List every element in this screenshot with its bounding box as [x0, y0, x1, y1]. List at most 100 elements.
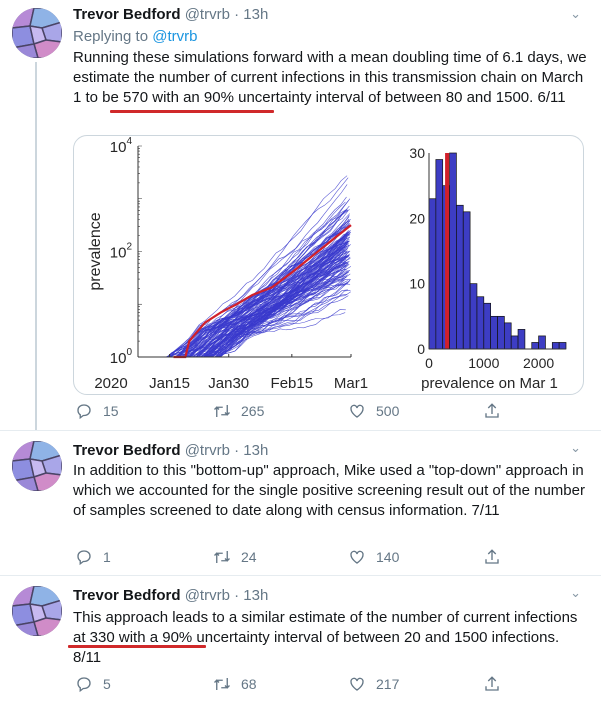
- share-button[interactable]: [483, 402, 501, 420]
- tweet-text: Running these simulations forward with a…: [73, 49, 587, 106]
- x-tick-label: Jan30: [208, 375, 249, 392]
- tweet[interactable]: Trevor Bedford @trvrb · 13h ⌄ Replying t…: [0, 0, 601, 431]
- heart-icon: [350, 404, 364, 418]
- simulation-line: [205, 279, 346, 358]
- simulation-line: [168, 209, 350, 358]
- reply-button[interactable]: 1: [75, 548, 111, 566]
- histogram-bar: [476, 296, 485, 350]
- retweet-button[interactable]: 24: [213, 548, 257, 566]
- share-icon: [485, 676, 499, 691]
- retweet-count: 68: [241, 676, 257, 692]
- simulation-line: [208, 295, 349, 358]
- y-tick-label: 10: [409, 276, 425, 292]
- histogram-bar: [456, 204, 464, 350]
- simulation-line: [165, 236, 348, 358]
- heart-icon: [350, 677, 364, 691]
- simulation-line: [219, 283, 348, 358]
- like-button[interactable]: 140: [348, 548, 399, 566]
- author-handle[interactable]: @trvrb: [184, 587, 230, 604]
- histogram-bar: [449, 152, 457, 350]
- like-count: 500: [376, 403, 400, 419]
- highlight-underline: [68, 645, 206, 648]
- like-button[interactable]: 217: [348, 675, 399, 693]
- reply-count: 15: [103, 403, 119, 419]
- histogram-bar: [531, 342, 539, 350]
- share-icon: [485, 549, 499, 564]
- simulation-line: [166, 262, 349, 358]
- tweet-header: Trevor Bedford @trvrb · 13h: [73, 6, 268, 23]
- tweet[interactable]: Trevor Bedford @trvrb · 13h ⌄ In additio…: [0, 431, 601, 576]
- y-tick-label: 100: [110, 347, 133, 367]
- replying-handle-link[interactable]: @trvrb: [152, 28, 198, 45]
- histogram-bar: [497, 315, 505, 350]
- reply-icon: [77, 677, 91, 693]
- histogram-bar: [558, 342, 567, 350]
- simulation-line: [184, 200, 349, 358]
- author-handle[interactable]: @trvrb: [184, 442, 230, 459]
- chevron-down-icon[interactable]: ⌄: [570, 6, 581, 21]
- simulation-line: [214, 263, 350, 358]
- author-handle[interactable]: @trvrb: [184, 6, 230, 23]
- x-tick-label: Mar1: [334, 375, 368, 392]
- reply-icon: [77, 550, 91, 566]
- like-count: 217: [376, 676, 400, 692]
- x-tick-label: 0: [425, 355, 433, 371]
- year-label: 2020: [94, 375, 127, 392]
- retweet-icon: [214, 551, 230, 563]
- tweet[interactable]: Trevor Bedford @trvrb · 13h ⌄ This appro…: [0, 576, 601, 703]
- tweet-header: Trevor Bedford @trvrb · 13h: [73, 442, 268, 459]
- retweet-button[interactable]: 265: [213, 402, 264, 420]
- timestamp[interactable]: · 13h: [234, 587, 269, 604]
- histogram-bar: [504, 322, 512, 350]
- retweet-count: 265: [241, 403, 265, 419]
- simulation-line: [215, 280, 351, 358]
- median-line: [173, 224, 352, 359]
- simulation-line: [207, 240, 349, 358]
- like-button[interactable]: 500: [348, 402, 399, 420]
- histogram-bar: [551, 342, 560, 350]
- reply-button[interactable]: 5: [75, 675, 111, 693]
- avatar[interactable]: [12, 441, 62, 491]
- simulation-line: [196, 219, 350, 358]
- avatar[interactable]: [12, 8, 62, 58]
- tweet-actions: 1 24 140: [73, 548, 513, 568]
- x-tick-label: 1000: [468, 355, 499, 371]
- share-button[interactable]: [483, 548, 501, 566]
- author-name[interactable]: Trevor Bedford: [73, 587, 181, 604]
- chevron-down-icon[interactable]: ⌄: [570, 440, 581, 455]
- reply-icon: [77, 404, 91, 420]
- tweet-actions: 15 265 500: [73, 402, 513, 422]
- simulation-line: [206, 234, 348, 358]
- tweet-text: This approach leads to a similar estimat…: [73, 609, 578, 666]
- simulation-line: [198, 278, 350, 358]
- x-axis-label: prevalence on Mar 1: [421, 375, 558, 392]
- simulation-line: [211, 268, 346, 358]
- simulation-line: [206, 249, 347, 358]
- y-tick-label: 0: [417, 341, 425, 357]
- chart-card[interactable]: 100 102 104 prevalence Jan15 Jan30 Feb15 Mar1 20…: [73, 135, 584, 395]
- y-tick-label: 20: [409, 210, 425, 226]
- histogram-bar: [490, 315, 498, 350]
- chevron-down-icon[interactable]: ⌄: [570, 585, 581, 600]
- retweet-button[interactable]: 68: [213, 675, 257, 693]
- tweet-header: Trevor Bedford @trvrb · 13h: [73, 587, 268, 604]
- share-button[interactable]: [483, 675, 501, 693]
- replying-to: Replying to @trvrb: [73, 28, 197, 45]
- reply-count: 1: [103, 549, 111, 565]
- prevalence-histogram: 0 10 20 30 0 1000 2000 prevalence on Mar 1: [409, 145, 567, 392]
- histogram-bar: [517, 329, 526, 350]
- x-tick-label: Jan15: [149, 375, 190, 392]
- heart-icon: [350, 550, 364, 564]
- avatar[interactable]: [12, 586, 62, 636]
- reply-button[interactable]: 15: [75, 402, 119, 420]
- simulation-line: [178, 271, 349, 358]
- timestamp[interactable]: · 13h: [234, 442, 269, 459]
- thread-line: [35, 62, 37, 430]
- simulation-line: [196, 263, 349, 358]
- author-name[interactable]: Trevor Bedford: [73, 442, 181, 459]
- histogram-bar: [462, 211, 471, 350]
- like-count: 140: [376, 549, 400, 565]
- timestamp[interactable]: · 13h: [234, 6, 269, 23]
- simulation-line: [165, 184, 348, 358]
- author-name[interactable]: Trevor Bedford: [73, 6, 181, 23]
